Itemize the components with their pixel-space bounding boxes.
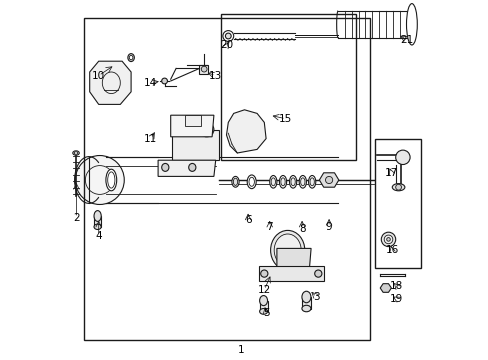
- Ellipse shape: [188, 163, 196, 171]
- Text: 4: 4: [95, 231, 102, 241]
- Ellipse shape: [391, 184, 404, 191]
- Ellipse shape: [259, 296, 267, 306]
- Ellipse shape: [300, 178, 305, 186]
- Ellipse shape: [299, 175, 306, 188]
- Ellipse shape: [129, 55, 133, 60]
- Text: 6: 6: [244, 215, 251, 225]
- Circle shape: [386, 238, 389, 241]
- Text: 13: 13: [209, 71, 222, 81]
- Polygon shape: [226, 110, 265, 153]
- Text: 3: 3: [312, 292, 319, 302]
- Ellipse shape: [247, 175, 256, 189]
- Circle shape: [201, 66, 206, 72]
- Text: 1: 1: [237, 345, 244, 355]
- Text: 12: 12: [257, 285, 270, 295]
- Polygon shape: [380, 284, 390, 292]
- Bar: [221, 14, 355, 160]
- Polygon shape: [276, 248, 310, 270]
- Circle shape: [199, 122, 213, 137]
- Ellipse shape: [162, 163, 168, 171]
- Circle shape: [223, 31, 233, 41]
- Circle shape: [384, 235, 392, 244]
- Ellipse shape: [94, 211, 101, 221]
- Polygon shape: [185, 115, 201, 126]
- Bar: [94, 216, 101, 227]
- Ellipse shape: [74, 152, 78, 154]
- Circle shape: [395, 150, 409, 165]
- Circle shape: [260, 270, 267, 277]
- Ellipse shape: [270, 178, 275, 186]
- Text: 8: 8: [298, 224, 305, 234]
- Text: 21: 21: [399, 35, 412, 45]
- Polygon shape: [170, 115, 213, 137]
- Ellipse shape: [406, 4, 416, 45]
- Ellipse shape: [94, 224, 101, 230]
- Text: 17: 17: [384, 168, 397, 178]
- Ellipse shape: [280, 178, 285, 186]
- Circle shape: [395, 184, 401, 190]
- Polygon shape: [319, 173, 338, 187]
- Ellipse shape: [233, 178, 237, 185]
- Ellipse shape: [106, 169, 117, 191]
- Text: 10: 10: [92, 71, 105, 81]
- Text: 11: 11: [144, 134, 157, 144]
- Ellipse shape: [290, 178, 295, 186]
- Bar: [84, 18, 370, 340]
- Ellipse shape: [309, 178, 314, 186]
- Ellipse shape: [107, 172, 115, 188]
- Circle shape: [325, 176, 332, 184]
- Polygon shape: [158, 160, 215, 176]
- Text: 14: 14: [144, 78, 157, 88]
- Bar: [302, 297, 310, 309]
- Ellipse shape: [259, 309, 267, 314]
- Ellipse shape: [270, 230, 304, 270]
- Circle shape: [75, 156, 124, 204]
- Polygon shape: [258, 266, 323, 281]
- Circle shape: [162, 78, 167, 84]
- Text: 2: 2: [73, 213, 80, 223]
- Text: 18: 18: [389, 281, 403, 291]
- Ellipse shape: [269, 175, 276, 188]
- Polygon shape: [199, 65, 208, 74]
- Circle shape: [381, 232, 395, 247]
- Ellipse shape: [231, 176, 239, 187]
- Text: 20: 20: [220, 40, 233, 50]
- Ellipse shape: [308, 175, 315, 188]
- Ellipse shape: [274, 234, 301, 266]
- Circle shape: [225, 33, 231, 39]
- Text: 7: 7: [266, 222, 272, 232]
- Text: 5: 5: [262, 308, 269, 318]
- Ellipse shape: [127, 54, 134, 62]
- Text: 16: 16: [385, 245, 398, 255]
- Text: 9: 9: [325, 222, 332, 232]
- Polygon shape: [89, 61, 131, 104]
- Text: 19: 19: [389, 294, 403, 304]
- Circle shape: [314, 270, 321, 277]
- Ellipse shape: [301, 305, 310, 312]
- Circle shape: [85, 166, 114, 194]
- Text: 15: 15: [279, 114, 292, 124]
- Ellipse shape: [248, 177, 254, 186]
- Polygon shape: [172, 130, 219, 160]
- Ellipse shape: [289, 175, 296, 188]
- Ellipse shape: [301, 291, 310, 303]
- Ellipse shape: [73, 151, 79, 155]
- Bar: [374, 139, 420, 268]
- Bar: [259, 301, 267, 311]
- Ellipse shape: [279, 175, 286, 188]
